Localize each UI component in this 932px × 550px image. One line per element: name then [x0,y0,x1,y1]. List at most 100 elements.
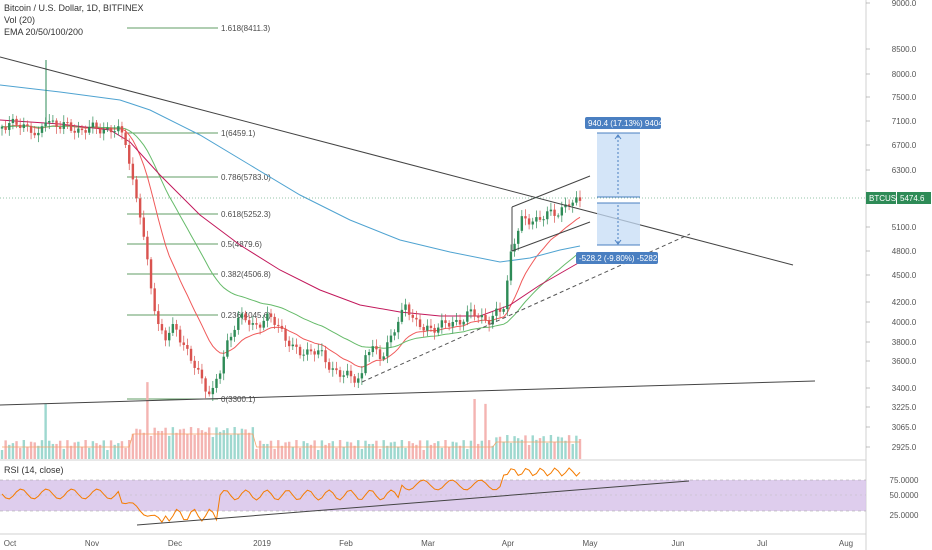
volume-bar [131,433,135,459]
volume-bar [429,444,433,459]
volume-bar [273,448,276,459]
volume-bar [487,440,491,459]
candle-body [480,314,484,318]
channel-upper[interactable] [511,175,591,208]
volume-bar [22,440,26,459]
candle-body [386,342,389,357]
candle-body [11,118,15,124]
volume-bar [48,440,51,459]
candle-body [462,321,465,325]
fib-level-label: 0.618(5252.3) [221,210,271,219]
candle-body [357,378,360,383]
candle-body [426,325,429,331]
volume-bar [124,447,127,459]
price-tick-label: 7100.0 [892,117,917,126]
volume-bar [469,440,473,459]
volume-bar [291,446,295,459]
volume-bar [237,433,240,459]
candle-body [418,319,422,328]
measure-down-tag [576,252,658,264]
price-tick-label: 3400.0 [892,384,917,393]
volume-bar [331,441,335,459]
volume-bar [182,428,185,459]
candle-body [124,132,127,145]
candle-body [477,316,480,318]
time-tick-label: Nov [85,539,99,548]
volume-bar [411,443,414,459]
volume-bar [338,440,342,459]
volume-bar [422,449,425,459]
candle-body [556,215,560,217]
candle-body [447,322,451,327]
candle-body [164,330,167,341]
measure-up-label: 940.4 (17.13%) 9404 [588,119,663,128]
volume-bar [18,447,22,459]
candle-body [313,351,316,355]
candle-body [218,373,222,379]
volume-bar [287,441,291,459]
price-tick-label: 4000.0 [892,318,917,327]
candle-body [487,320,491,325]
candle-body [95,122,98,129]
support-line[interactable] [0,380,816,406]
candle-body [193,360,196,368]
volume-bar [571,443,574,459]
candle-body [37,132,40,136]
volume-bar [262,443,265,459]
candle-body [255,323,258,325]
candle-body [84,130,87,133]
candle-body [342,375,345,377]
candle-body [407,304,411,315]
volume-bar [375,440,378,459]
candle-body [106,127,109,130]
volume-bar [567,435,571,459]
candle-body [346,370,349,376]
time-tick-label: May [582,539,597,548]
volume-bar [342,446,345,459]
candle-body [197,367,200,370]
candle-body [168,332,171,341]
rsi-trendline[interactable] [136,480,690,526]
time-axis[interactable]: Oct Nov Dec 2019 Feb Mar Apr May Jun Jul Aug [4,539,853,548]
legend-volume: Vol (20) [4,15,35,25]
fib-level-label: 0.786(5783.0) [221,173,271,182]
channel-lower[interactable] [511,221,591,252]
volume-bar [280,445,284,459]
volume-bar [218,431,222,459]
volume-bar [88,447,91,459]
candle-body [327,362,331,370]
volume-bar [113,444,116,459]
downtrend-line[interactable] [0,56,794,266]
candle-body [277,324,280,326]
volume-bar [306,443,309,459]
price-tick-label: 3065.0 [892,423,917,432]
candle-body [360,373,364,379]
volume-bar [138,429,142,459]
candle-body [55,120,58,127]
time-tick-label: Apr [502,539,515,548]
volume-bar [407,441,411,459]
candle-body [142,217,145,237]
legend-ema: EMA 20/50/100/200 [4,27,83,37]
volume-bar [258,440,262,459]
volume-bar [447,446,451,459]
rising-trend-dashed[interactable] [361,233,691,383]
volume-bar [324,444,327,459]
volume-bar [506,435,509,459]
price-tick-label: 4800.0 [892,247,917,256]
volume-bar [284,442,287,459]
candle-body [309,349,313,352]
volume-bar [382,440,385,459]
candle-body [208,391,211,395]
volume-bar [400,440,404,459]
candle-body [349,370,353,377]
symbol-tag [866,192,896,204]
candle-body [484,314,487,321]
volume-bar [229,434,233,459]
candle-body [77,128,80,133]
candle-body [466,311,469,322]
candle-body [517,230,520,244]
volume-bar [578,438,582,459]
candle-body [262,320,265,328]
